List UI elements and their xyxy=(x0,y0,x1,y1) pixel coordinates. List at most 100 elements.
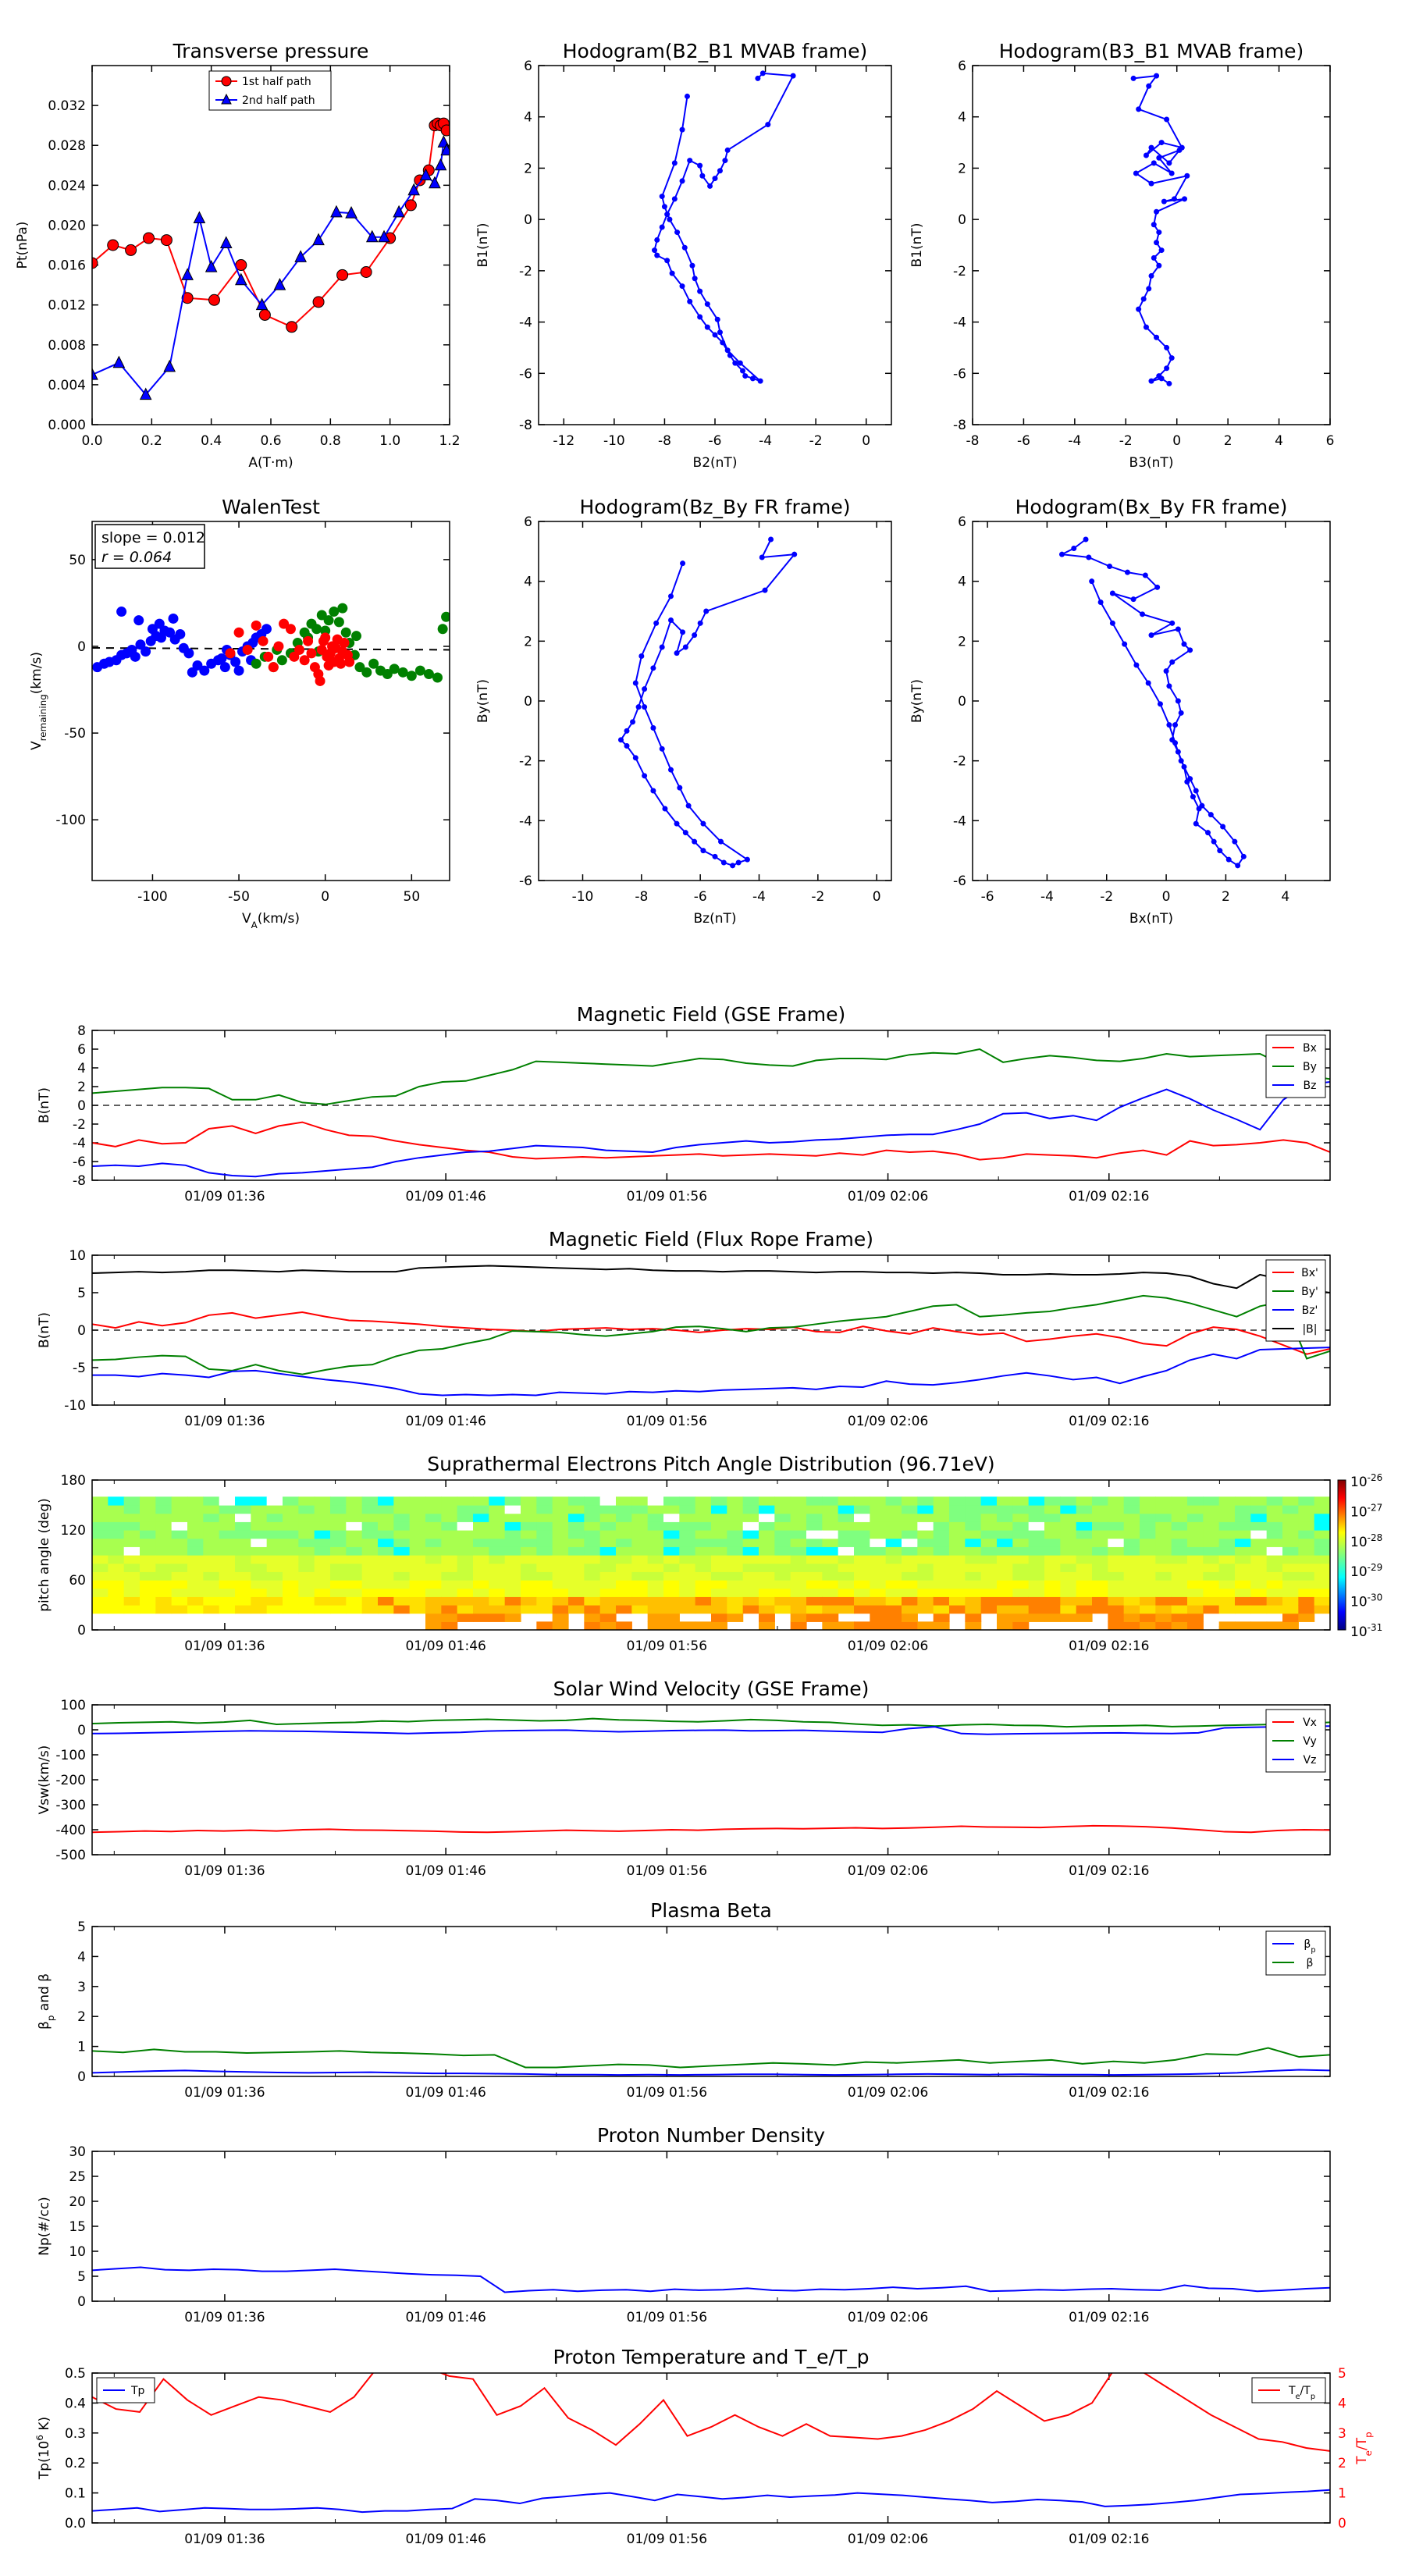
x-axis-label: VA(km/s) xyxy=(242,911,300,930)
legend-label: Vy xyxy=(1303,1735,1317,1748)
heatmap-cell xyxy=(283,1580,299,1589)
heatmap-cell xyxy=(171,1521,188,1531)
heatmap-cell xyxy=(854,1571,870,1581)
heatmap-cell xyxy=(140,1555,156,1564)
heatmap-cell xyxy=(774,1496,791,1506)
heatmap-cell xyxy=(599,1538,617,1547)
data-point xyxy=(685,802,692,809)
data-point xyxy=(258,308,271,321)
x-tick-label: 01/09 01:46 xyxy=(405,1863,486,1879)
heatmap-cell xyxy=(219,1555,236,1564)
y-tick-label: 10 xyxy=(69,2244,86,2260)
heatmap-cell xyxy=(251,1496,268,1506)
heatmap-cell xyxy=(1314,1530,1330,1539)
heatmap-cell xyxy=(647,1513,664,1522)
heatmap-cell xyxy=(409,1530,426,1539)
heatmap-cell xyxy=(108,1505,125,1514)
heatmap-cell xyxy=(409,1538,426,1547)
data-point xyxy=(668,767,674,773)
heatmap-cell xyxy=(902,1538,918,1547)
heatmap-cell xyxy=(521,1538,537,1547)
heatmap-cell xyxy=(361,1571,379,1581)
heatmap-cell xyxy=(742,1605,759,1614)
heatmap-cell xyxy=(187,1596,204,1606)
heatmap-cell xyxy=(1028,1505,1045,1514)
heatmap-cell xyxy=(584,1530,601,1539)
heatmap-cell xyxy=(1266,1580,1283,1589)
heatmap-cell xyxy=(393,1496,411,1506)
heatmap-cell xyxy=(679,1563,696,1572)
heatmap-cell xyxy=(298,1505,315,1514)
heatmap-cell xyxy=(473,1496,489,1506)
heatmap-cell xyxy=(92,1530,108,1539)
heatmap-cell xyxy=(552,1496,569,1506)
heatmap-cell xyxy=(1298,1588,1315,1597)
y-tick-label: 2 xyxy=(958,161,966,176)
y-axis-label: Np(#/cc) xyxy=(37,2197,52,2255)
heatmap-cell xyxy=(1187,1555,1204,1564)
heatmap-cell xyxy=(1060,1546,1077,1556)
heatmap-cell xyxy=(790,1621,807,1630)
data-point xyxy=(682,830,688,836)
chart-title: Proton Temperature and T_e/T_p xyxy=(553,2346,869,2368)
heatmap-cell xyxy=(790,1613,807,1622)
heatmap-cell xyxy=(885,1538,902,1547)
heatmap-cell xyxy=(203,1580,220,1589)
heatmap-cell xyxy=(997,1613,1013,1622)
heatmap-cell xyxy=(806,1555,823,1564)
colorbar-bar xyxy=(1337,1479,1346,1631)
plot-frame xyxy=(91,1254,1331,1406)
heatmap-cell xyxy=(283,1555,299,1564)
heatmap-cell xyxy=(473,1513,489,1522)
data-point xyxy=(712,853,718,859)
heatmap-cell xyxy=(140,1605,156,1614)
data-point xyxy=(183,648,194,659)
heatmap-cell xyxy=(1187,1621,1204,1630)
heatmap-cell xyxy=(599,1505,617,1514)
heatmap-cell xyxy=(695,1580,712,1589)
y-tick-label: 8 xyxy=(77,1023,86,1039)
heatmap-cell xyxy=(584,1496,601,1506)
data-point xyxy=(1166,380,1172,386)
heatmap-cell xyxy=(457,1605,474,1614)
heatmap-cell xyxy=(965,1521,982,1531)
data-point xyxy=(199,665,210,676)
chart-title: Hodogram(Bx_By FR frame) xyxy=(1016,496,1288,518)
heatmap-cell xyxy=(171,1563,188,1572)
heatmap-cell xyxy=(885,1588,902,1597)
heatmap-cell xyxy=(599,1613,617,1622)
heatmap-cell xyxy=(187,1563,204,1572)
data-point xyxy=(697,162,703,169)
heatmap-cell xyxy=(155,1530,173,1539)
heatmap-cell xyxy=(933,1521,950,1531)
data-point xyxy=(1145,680,1151,686)
heatmap-cell xyxy=(536,1496,553,1506)
x-tick-label: -2 xyxy=(1119,433,1133,449)
heatmap-cell xyxy=(1203,1571,1220,1581)
heatmap-cell xyxy=(378,1580,394,1589)
heatmap-cell xyxy=(235,1563,251,1572)
heatmap-cell xyxy=(457,1505,474,1514)
heatmap-cell xyxy=(92,1513,108,1522)
heatmap-cell xyxy=(187,1571,204,1581)
heatmap-cell xyxy=(489,1613,506,1622)
data-point xyxy=(255,297,269,311)
heatmap-cell xyxy=(647,1546,664,1556)
heatmap-cell xyxy=(1187,1588,1204,1597)
data-point xyxy=(638,653,645,659)
data-point xyxy=(1133,170,1139,176)
heatmap-cell xyxy=(965,1613,982,1622)
y-axis-label: By(nT) xyxy=(475,679,491,723)
data-point xyxy=(345,205,357,219)
heatmap-cell xyxy=(330,1505,347,1514)
heatmap-cell xyxy=(838,1563,855,1572)
heatmap-cell xyxy=(140,1505,156,1514)
heatmap-cell xyxy=(759,1505,775,1514)
series-line xyxy=(92,2047,1330,2069)
heatmap-cell xyxy=(1171,1596,1188,1606)
heatmap-cell xyxy=(1012,1505,1030,1514)
heatmap-cell xyxy=(1187,1580,1204,1589)
heatmap-cell xyxy=(584,1571,601,1581)
heatmap-cell xyxy=(870,1605,887,1614)
